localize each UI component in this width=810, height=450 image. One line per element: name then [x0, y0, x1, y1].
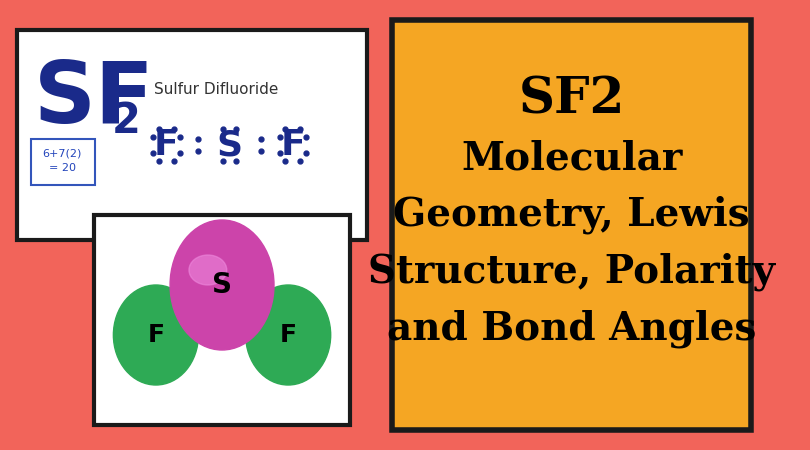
Text: S: S: [216, 128, 243, 162]
Text: F: F: [154, 128, 179, 162]
Text: F: F: [147, 323, 164, 347]
Text: 6+7(2): 6+7(2): [43, 148, 82, 158]
Text: Molecular
Geometry, Lewis
Structure, Polarity
and Bond Angles: Molecular Geometry, Lewis Structure, Pol…: [368, 140, 775, 347]
Text: 2: 2: [112, 100, 140, 142]
Ellipse shape: [113, 285, 198, 385]
Text: S: S: [212, 271, 232, 299]
Ellipse shape: [245, 285, 330, 385]
Text: SF: SF: [34, 58, 155, 141]
Ellipse shape: [189, 255, 227, 285]
FancyBboxPatch shape: [31, 139, 96, 185]
Text: = 20: = 20: [49, 163, 76, 173]
Text: SF2: SF2: [518, 75, 625, 124]
Text: Sulfur Difluoride: Sulfur Difluoride: [154, 82, 279, 97]
Text: F: F: [279, 323, 296, 347]
FancyBboxPatch shape: [95, 215, 350, 425]
FancyBboxPatch shape: [392, 20, 751, 430]
FancyBboxPatch shape: [17, 30, 367, 240]
Text: F: F: [280, 128, 305, 162]
Ellipse shape: [170, 220, 274, 350]
